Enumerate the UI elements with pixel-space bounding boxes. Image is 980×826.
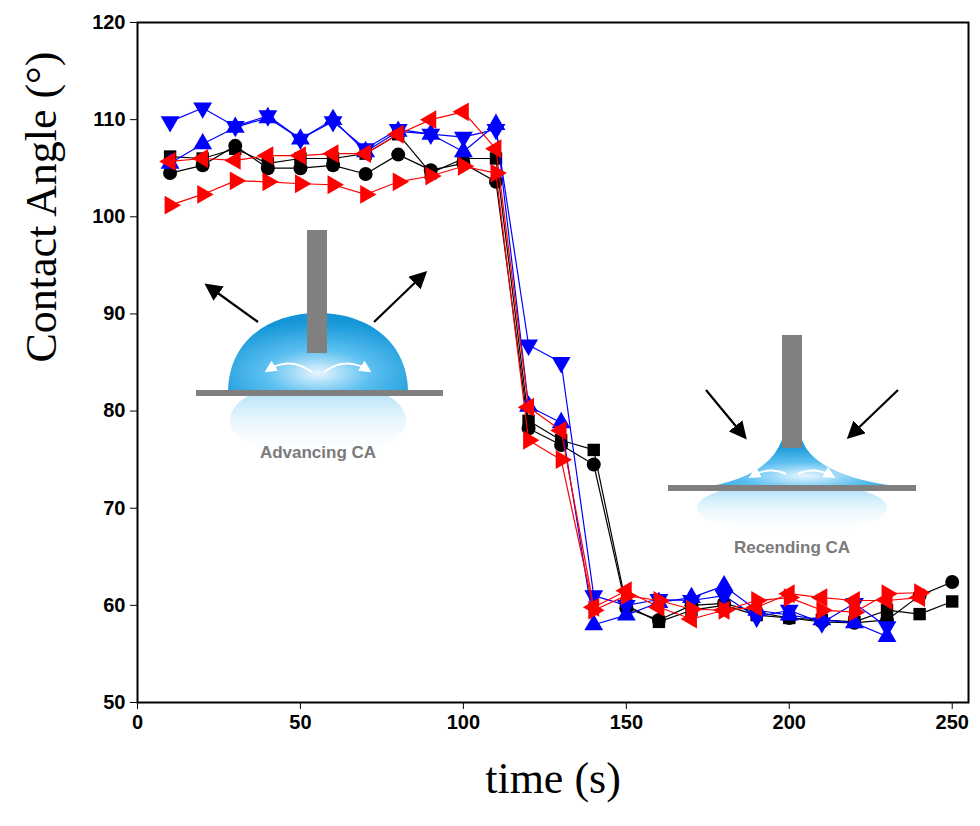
svg-text:100: 100 (92, 205, 125, 227)
svg-text:80: 80 (103, 399, 125, 421)
svg-text:110: 110 (93, 108, 125, 130)
svg-text:Contact Angle (°): Contact Angle (°) (17, 52, 66, 363)
svg-text:50: 50 (103, 691, 125, 713)
svg-text:150: 150 (610, 711, 643, 733)
svg-text:time (s): time (s) (485, 754, 621, 803)
svg-text:100: 100 (447, 711, 480, 733)
svg-text:Advancing CA: Advancing CA (260, 443, 376, 462)
svg-text:90: 90 (103, 302, 125, 324)
svg-text:250: 250 (936, 711, 969, 733)
svg-text:0: 0 (132, 711, 143, 733)
svg-text:200: 200 (773, 711, 806, 733)
svg-text:60: 60 (103, 594, 125, 616)
svg-text:Recending CA: Recending CA (734, 538, 850, 557)
svg-text:50: 50 (289, 711, 311, 733)
svg-text:70: 70 (103, 497, 125, 519)
svg-text:120: 120 (92, 11, 125, 33)
